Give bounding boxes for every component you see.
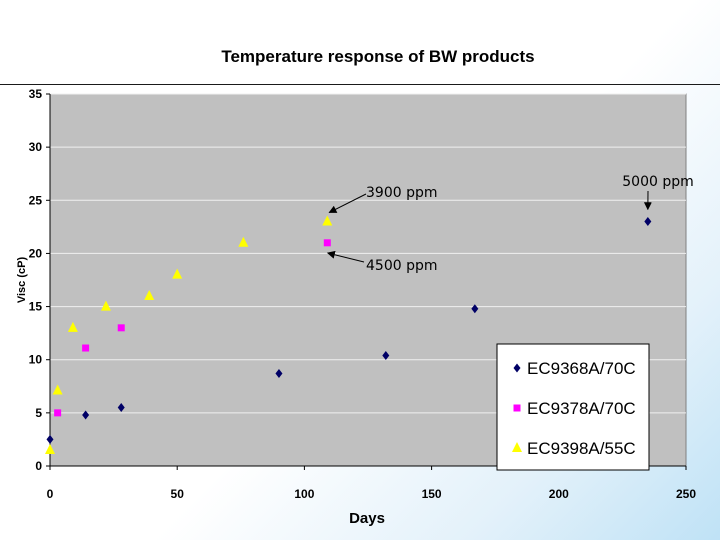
point-series-1 <box>82 344 90 352</box>
point-series-1 <box>117 324 125 332</box>
title-divider-line <box>0 84 720 85</box>
y-tick-label: 10 <box>29 353 43 367</box>
x-tick-label: 0 <box>47 487 54 501</box>
legend: EC9368A/70C EC9378A/70C EC9398A/55C <box>496 343 650 471</box>
x-tick-label: 200 <box>549 487 569 501</box>
point-series-0 <box>82 410 90 420</box>
point-series-2 <box>172 268 183 279</box>
x-tick-label: 250 <box>676 487 696 501</box>
point-series-0 <box>644 217 652 227</box>
y-tick-label: 30 <box>29 140 43 154</box>
legend-entry: EC9378A/70C <box>527 399 636 418</box>
y-tick-label: 35 <box>29 87 43 101</box>
point-series-2 <box>322 215 333 226</box>
point-series-2 <box>238 236 249 247</box>
point-series-2 <box>67 321 78 332</box>
annotation-label: 4500 ppm <box>366 258 438 274</box>
y-tick-label: 5 <box>35 406 42 420</box>
legend-entry: EC9398A/55C <box>527 439 636 458</box>
point-series-2 <box>144 289 155 300</box>
x-tick-label: 50 <box>171 487 185 501</box>
point-series-0 <box>117 403 125 413</box>
point-series-2 <box>52 384 63 395</box>
x-tick-label: 150 <box>422 487 442 501</box>
legend-marker-0 <box>513 363 521 373</box>
y-tick-label: 0 <box>35 459 42 473</box>
x-axis-label: Days <box>349 510 385 527</box>
legend-entry: EC9368A/70C <box>527 359 636 378</box>
legend-marker-2 <box>512 442 522 452</box>
point-series-0 <box>382 350 390 360</box>
annotation-arrow <box>326 250 365 263</box>
annotation-arrow <box>328 193 367 213</box>
data-points <box>45 215 652 455</box>
point-series-0 <box>275 369 283 379</box>
point-series-1 <box>323 239 331 247</box>
legend-marker-1 <box>513 404 521 412</box>
annotations: 3900 ppm 4500 ppm 5000 ppm <box>326 174 694 274</box>
point-series-2 <box>45 444 55 455</box>
annotation-label: 3900 ppm <box>366 185 438 201</box>
chart-title: Temperature response of BW products <box>221 47 534 66</box>
y-tick-label: 25 <box>29 193 43 207</box>
point-series-1 <box>54 409 62 417</box>
point-series-2 <box>100 300 111 311</box>
tick-labels: 0 5 10 15 20 25 30 35 0 50 100 150 200 250 <box>29 87 697 501</box>
y-tick-label: 15 <box>29 300 43 314</box>
annotation-label: 5000 ppm <box>622 174 694 190</box>
legend-box <box>496 343 650 471</box>
x-tick-label: 100 <box>294 487 314 501</box>
point-series-0 <box>46 434 54 444</box>
point-series-0 <box>471 304 479 314</box>
y-axis-label: Visc (cP) <box>16 257 28 304</box>
y-tick-label: 20 <box>29 246 43 260</box>
